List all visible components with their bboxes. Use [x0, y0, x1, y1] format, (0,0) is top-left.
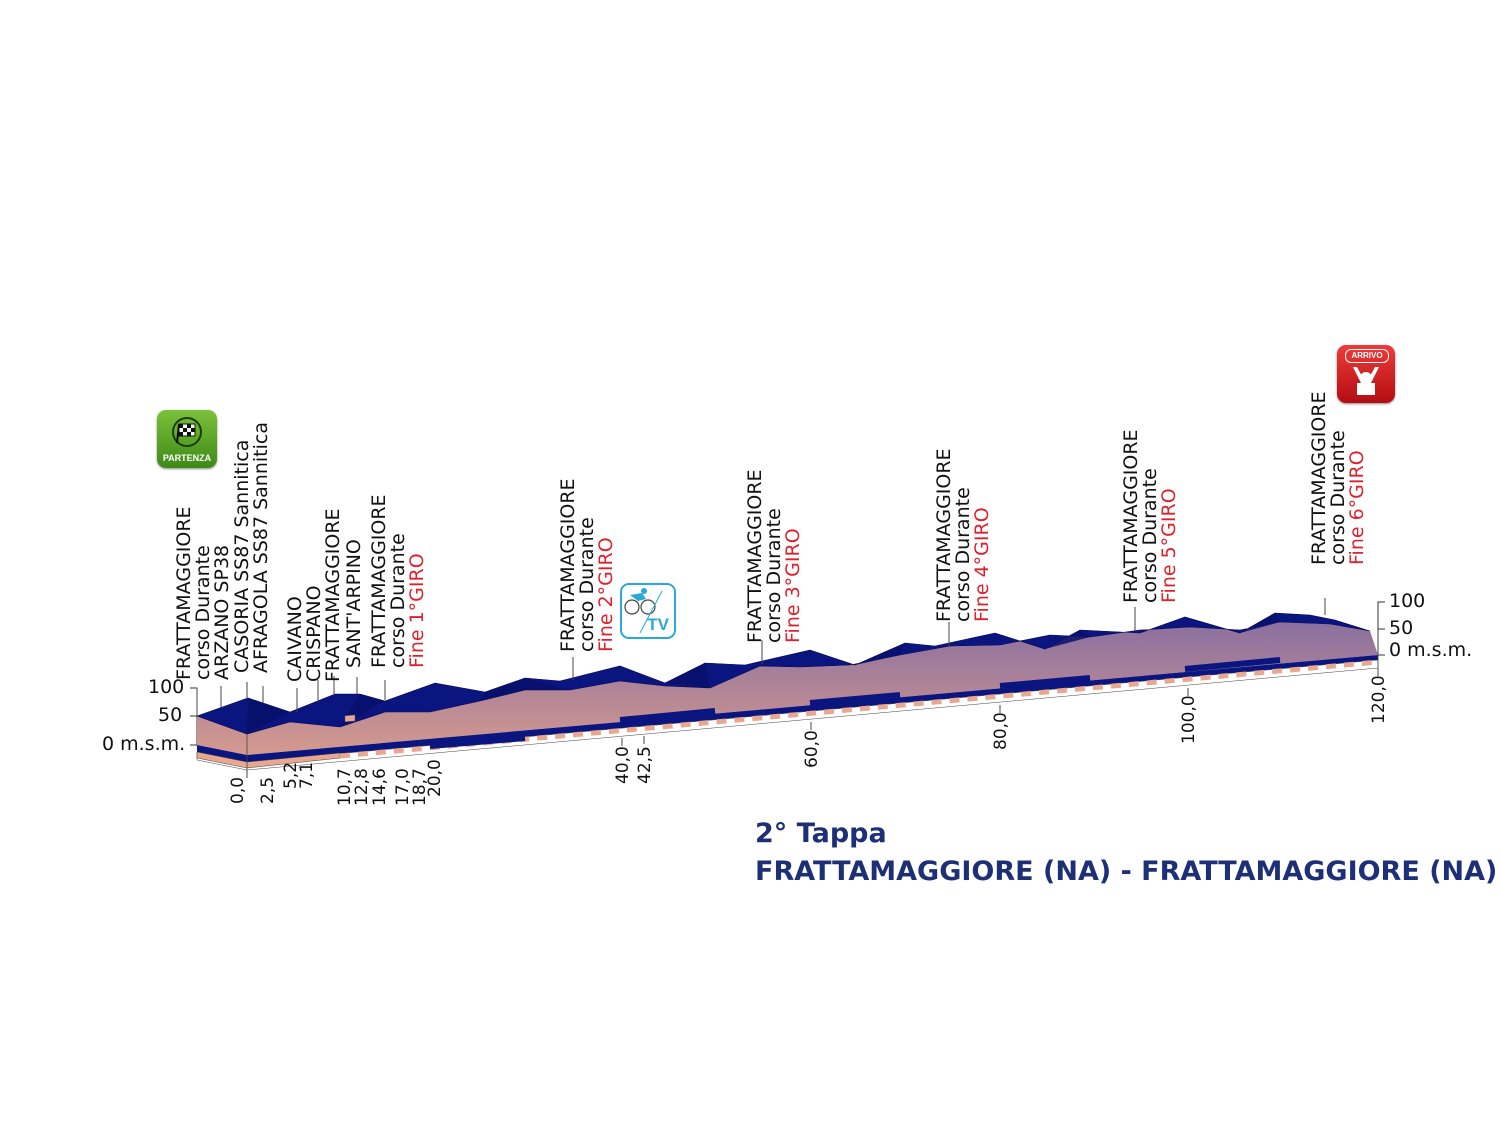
- lap-end-label: Fine 2°GIRO: [595, 537, 617, 652]
- waypoint-label-fine-3-giro: FRATTAMAGGIORE corso Durante Fine 3°GIRO: [744, 469, 804, 643]
- right-axis-tick-0: 0 m.s.m.: [1389, 639, 1473, 661]
- km-label: 42,5: [635, 746, 655, 784]
- right-axis-tick-50: 50: [1389, 617, 1414, 639]
- ridge-shading: [247, 613, 1280, 734]
- finish-badge-label: ARRIVO: [1345, 349, 1389, 363]
- left-elevation-axis: [190, 687, 198, 746]
- km-label: 7,1: [297, 761, 317, 789]
- cyclist-tv-icon: [624, 588, 663, 634]
- km-label: 2,5: [258, 776, 278, 804]
- km-label: 100,0: [1179, 695, 1199, 744]
- lap-end-label: Fine 5°GIRO: [1158, 488, 1180, 603]
- km-label: 20,0: [425, 759, 445, 797]
- dark-road-blocks: [429, 657, 1281, 749]
- start-badge: PARTENZA: [157, 410, 217, 468]
- stage-number-title: 2° Tappa: [755, 818, 887, 849]
- lap-end-label: Fine 1°GIRO: [406, 553, 428, 668]
- km-label: 12,8: [352, 768, 372, 806]
- waypoint-line: AFRAGOLA SS87 Sannitica: [250, 422, 272, 673]
- base-strip-dark: [197, 655, 1378, 762]
- right-elevation-axis: [1377, 601, 1385, 656]
- finish-badge: ARRIVO: [1337, 345, 1395, 403]
- lap-end-label: Fine 3°GIRO: [782, 528, 804, 643]
- left-axis-tick-50: 50: [158, 704, 183, 726]
- km-label: 0,0: [228, 776, 248, 804]
- waypoint-label-km0: FRATTAMAGGIORE corso Durante ARZANO SP38: [173, 506, 233, 680]
- left-axis-tick-0: 0 m.s.m.: [102, 733, 186, 755]
- left-axis-tick-100: 100: [148, 676, 185, 698]
- waypoint-label-casoria: CASORIA SS87 Sannitica AFRAGOLA SS87 San…: [231, 422, 272, 673]
- waypoint-label-fine-4-giro: FRATTAMAGGIORE corso Durante Fine 4°GIRO: [933, 448, 993, 622]
- route-title: FRATTAMAGGIORE (NA) - FRATTAMAGGIORE (NA…: [755, 856, 1498, 887]
- waypoint-ticks: [196, 598, 1326, 716]
- checkered-flag-icon: [172, 417, 202, 447]
- waypoint-line: ARZANO SP38: [211, 544, 233, 680]
- waypoint-label-fine-6-giro: FRATTAMAGGIORE corso Durante Fine 6°GIRO: [1308, 391, 1368, 565]
- waypoint-label-fine-2-giro: FRATTAMAGGIORE corso Durante Fine 2°GIRO: [557, 478, 617, 652]
- km-label: 120,0: [1369, 675, 1389, 724]
- waypoint-label-santarpino: SANT'ARPINO: [343, 539, 365, 668]
- start-badge-label: PARTENZA: [162, 453, 212, 463]
- km-ticks: [246, 668, 1379, 778]
- tv-coverage-badge: TV: [620, 583, 676, 639]
- tv-label: TV: [647, 615, 669, 634]
- km-label: 80,0: [991, 712, 1011, 750]
- arms-raised-finisher-icon: [1353, 367, 1379, 395]
- profile-top-surface: [196, 612, 1371, 735]
- km-label: 60,0: [802, 730, 822, 768]
- profile-side-face: [197, 622, 1378, 755]
- km-label: 14,6: [370, 768, 390, 806]
- road-segment-markers: [344, 714, 356, 723]
- waypoint-line: SANT'ARPINO: [343, 539, 365, 668]
- km-label: 40,0: [613, 746, 633, 784]
- right-axis-tick-100: 100: [1389, 590, 1426, 612]
- lap-end-label: Fine 4°GIRO: [971, 507, 993, 622]
- waypoint-label-caivano: CAIVANO CRISPANO FRATTAMAGGIORE: [284, 508, 344, 682]
- profile-edges: [246, 631, 1379, 770]
- road-segment-pattern: [339, 659, 1379, 759]
- waypoint-line: FRATTAMAGGIORE: [322, 508, 344, 682]
- waypoint-label-fine-1-giro: FRATTAMAGGIORE corso Durante Fine 1°GIRO: [368, 494, 428, 668]
- lap-end-label: Fine 6°GIRO: [1346, 450, 1368, 565]
- waypoint-label-fine-5-giro: FRATTAMAGGIORE corso Durante Fine 5°GIRO: [1120, 429, 1180, 603]
